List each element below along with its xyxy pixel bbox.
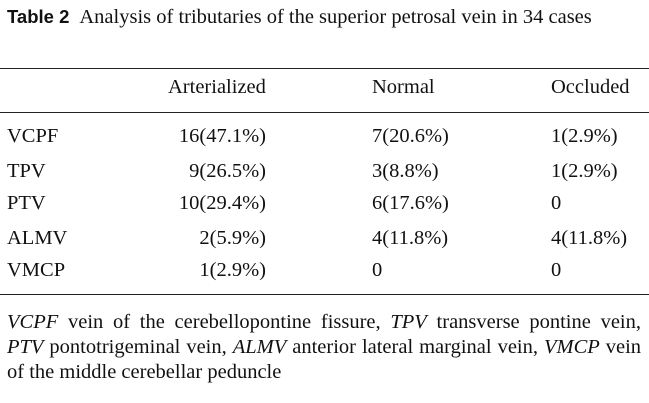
top-rule	[0, 68, 649, 69]
row-name: VCPF	[7, 125, 59, 147]
header-rule	[0, 112, 649, 113]
row-name: VMCP	[7, 259, 66, 281]
cell-arterialized: 2(5.9%)	[199, 227, 266, 249]
cell-normal: 3(8.8%)	[372, 160, 439, 182]
cell-occluded: 1(2.9%)	[551, 125, 618, 147]
cell-arterialized: 1(2.9%)	[199, 259, 266, 281]
row-name: ALMV	[7, 227, 68, 249]
table-title: Analysis of tributaries of the superior …	[79, 6, 592, 28]
row-name: TPV	[7, 160, 46, 182]
table-label: Table 2	[7, 6, 70, 27]
footnote-abbr: VMCP	[543, 336, 600, 358]
footnote-text: vein of the middle cerebellar peduncle	[7, 336, 642, 383]
row-name: PTV	[7, 192, 46, 214]
footnote-text: pontotrigeminal vein,	[49, 336, 227, 358]
bottom-rule	[0, 294, 649, 295]
cell-normal: 0	[372, 259, 383, 281]
header-normal: Normal	[372, 76, 435, 98]
cell-normal: 7(20.6%)	[372, 125, 449, 147]
cell-arterialized: 9(26.5%)	[189, 160, 266, 182]
table-caption: Table 2 Analysis of tributaries of the s…	[7, 4, 641, 30]
cell-normal: 4(11.8%)	[372, 227, 449, 249]
header-occluded: Occluded	[551, 76, 630, 98]
footnote-text: anterior lateral marginal vein,	[292, 336, 538, 358]
table-footnote: VCPF vein of the cerebellopontine fissur…	[7, 310, 641, 385]
cell-arterialized: 16(47.1%)	[178, 125, 266, 147]
footnote-abbr: ALMV	[232, 336, 287, 358]
cell-occluded: 0	[551, 192, 562, 214]
footnote-abbr: VCPF	[7, 311, 59, 333]
cell-arterialized: 10(29.4%)	[178, 192, 266, 214]
footnote-abbr: TPV	[390, 311, 427, 333]
footnote-text: transverse pontine vein,	[436, 311, 641, 333]
header-arterialized: Arterialized	[168, 76, 266, 98]
cell-occluded: 4(11.8%)	[551, 227, 628, 249]
cell-normal: 6(17.6%)	[372, 192, 449, 214]
footnote-abbr: PTV	[7, 336, 44, 358]
cell-occluded: 1(2.9%)	[551, 160, 618, 182]
cell-occluded: 0	[551, 259, 562, 281]
footnote-text: vein of the cerebellopontine fissure,	[67, 311, 381, 333]
